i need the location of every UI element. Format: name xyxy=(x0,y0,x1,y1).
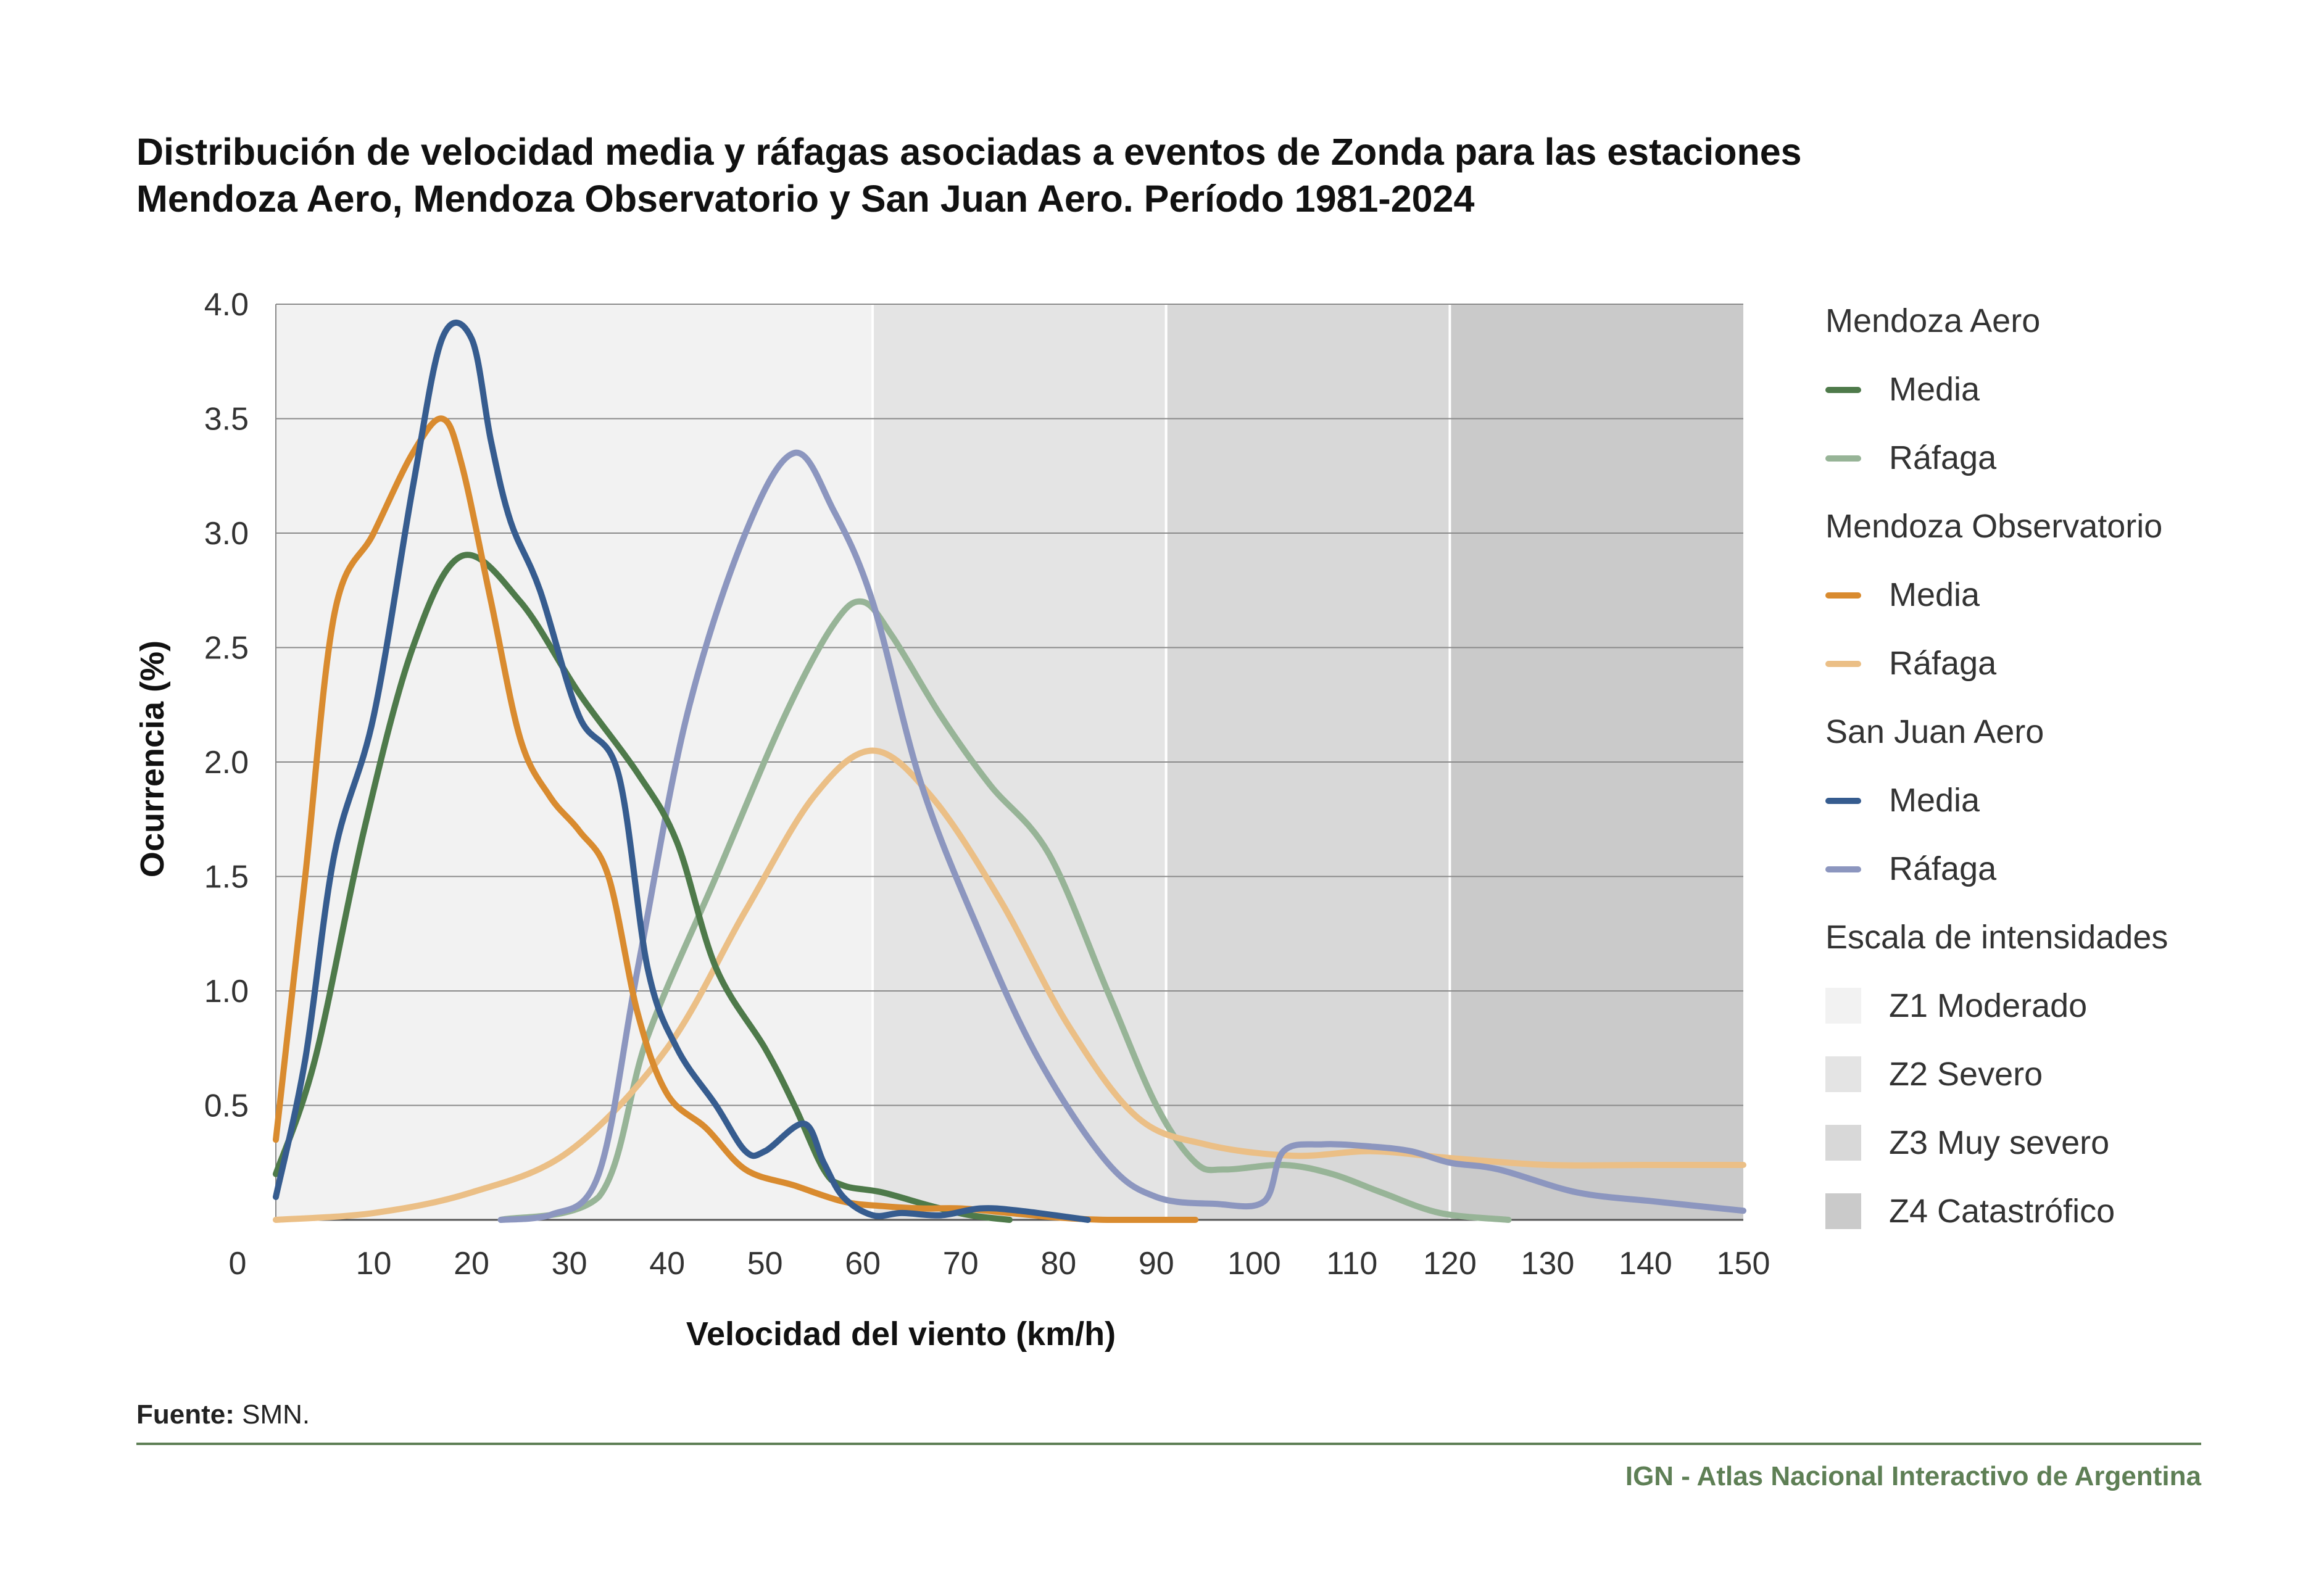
legend-line-swatch xyxy=(1825,455,1861,462)
legend-item-mendoza-aero-media: Media xyxy=(1825,365,2307,433)
y-tick-label: 4.0 xyxy=(204,287,249,323)
x-tick-label: 70 xyxy=(943,1246,979,1282)
x-tick-label: 0 xyxy=(229,1246,247,1282)
legend-line-swatch xyxy=(1825,592,1861,599)
legend-item-san-juan-aero-rafaga: Ráfaga xyxy=(1825,844,2307,913)
x-tick-label: 100 xyxy=(1227,1246,1281,1282)
legend-item-label: Media xyxy=(1889,576,1980,613)
legend-zone-swatch xyxy=(1825,988,1861,1024)
legend-zone-z3-muy-severo: Z3 Muy severo xyxy=(1825,1118,2307,1187)
series-line-san-juan-aero-media xyxy=(273,320,1091,1223)
legend-zone-z4-catastrofico: Z4 Catastrófico xyxy=(1825,1187,2307,1255)
source-note: Fuente: SMN. xyxy=(136,1399,310,1430)
gridlines xyxy=(276,304,1743,1106)
x-tick-label: 50 xyxy=(747,1246,783,1282)
x-tick-label: 120 xyxy=(1423,1246,1477,1282)
legend-item-mendoza-observatorio-media: Media xyxy=(1825,570,2307,639)
legend-item-mendoza-observatorio-rafaga: Ráfaga xyxy=(1825,639,2307,707)
legend-zone-label: Z3 Muy severo xyxy=(1889,1124,2110,1161)
legend-line-swatch xyxy=(1825,387,1861,393)
title-line-2: Mendoza Aero, Mendoza Observatorio y San… xyxy=(136,178,1475,220)
legend-zone-z2-severo: Z2 Severo xyxy=(1825,1050,2307,1118)
series-line-san-juan-aero-rafaga xyxy=(497,449,1746,1223)
legend-zone-z1-moderado: Z1 Moderado xyxy=(1825,981,2307,1050)
legend-item-label: Media xyxy=(1889,371,1980,408)
legend-group-mendoza-aero: Mendoza Aero xyxy=(1825,302,2041,339)
x-tick-label: 150 xyxy=(1717,1246,1770,1282)
y-axis-label: Ocurrencia (%) xyxy=(134,640,171,877)
tick-labels: 0 10 20 30 40 50 60 70 80 90 100 110 120 130 140 150 0.5… xyxy=(204,287,1770,1282)
series-line-mendoza-observatorio-rafaga xyxy=(273,747,1746,1223)
x-tick-label: 90 xyxy=(1139,1246,1174,1282)
legend-zone-swatch xyxy=(1825,1193,1861,1229)
legend-scale-heading: Escala de intensidades xyxy=(1825,919,2168,956)
legend-group-san-juan-aero: San Juan Aero xyxy=(1825,713,2044,750)
legend-line-swatch xyxy=(1825,661,1861,667)
legend-zone-swatch xyxy=(1825,1125,1861,1161)
legend-item-label: Ráfaga xyxy=(1889,850,1997,887)
x-tick-label: 10 xyxy=(356,1246,392,1282)
legend-item-label: Media xyxy=(1889,782,1980,819)
x-tick-label: 80 xyxy=(1040,1246,1076,1282)
chart-title: Distribución de velocidad media y ráfaga… xyxy=(136,128,2173,222)
x-tick-label: 40 xyxy=(649,1246,685,1282)
x-tick-label: 20 xyxy=(454,1246,489,1282)
x-tick-label: 30 xyxy=(552,1246,587,1282)
legend-item-san-juan-aero-media: Media xyxy=(1825,776,2307,844)
title-line-1: Distribución de velocidad media y ráfaga… xyxy=(136,131,1802,173)
series-line-mendoza-observatorio-media xyxy=(273,415,1199,1224)
y-tick-label: 0.5 xyxy=(204,1088,249,1124)
y-tick-label: 2.5 xyxy=(204,631,249,666)
credit-text: IGN - Atlas Nacional Interactivo de Arge… xyxy=(1625,1461,2201,1491)
legend: Mendoza Aero Media Ráfaga Mendoza Observato… xyxy=(1825,296,2307,1255)
legend-zone-label: Z1 Moderado xyxy=(1889,987,2088,1024)
x-axis-label: Velocidad del viento (km/h) xyxy=(686,1315,1116,1353)
series-line-mendoza-aero-rafaga xyxy=(497,598,1512,1223)
legend-line-swatch xyxy=(1825,866,1861,872)
y-tick-label: 1.5 xyxy=(204,860,249,895)
legend-group-mendoza-observatorio: Mendoza Observatorio xyxy=(1825,508,2163,545)
y-tick-label: 3.0 xyxy=(204,516,249,552)
legend-zone-label: Z4 Catastrófico xyxy=(1889,1193,2115,1230)
source-label: Fuente: xyxy=(136,1399,234,1430)
series-lines xyxy=(273,320,1746,1224)
legend-line-swatch xyxy=(1825,798,1861,804)
legend-item-mendoza-aero-rafaga: Ráfaga xyxy=(1825,433,2307,502)
legend-item-label: Ráfaga xyxy=(1889,439,1997,476)
footer-divider xyxy=(136,1443,2201,1445)
x-tick-label: 130 xyxy=(1521,1246,1575,1282)
source-text: SMN. xyxy=(242,1399,310,1430)
x-tick-label: 140 xyxy=(1619,1246,1672,1282)
y-tick-label: 3.5 xyxy=(204,402,249,437)
legend-zone-swatch xyxy=(1825,1056,1861,1092)
x-tick-label: 60 xyxy=(845,1246,881,1282)
legend-item-label: Ráfaga xyxy=(1889,645,1997,682)
series-line-mendoza-aero-media xyxy=(273,552,1013,1223)
legend-zone-label: Z2 Severo xyxy=(1889,1056,2043,1093)
x-tick-label: 110 xyxy=(1326,1246,1377,1282)
y-tick-label: 2.0 xyxy=(204,745,249,781)
y-tick-label: 1.0 xyxy=(204,974,249,1009)
